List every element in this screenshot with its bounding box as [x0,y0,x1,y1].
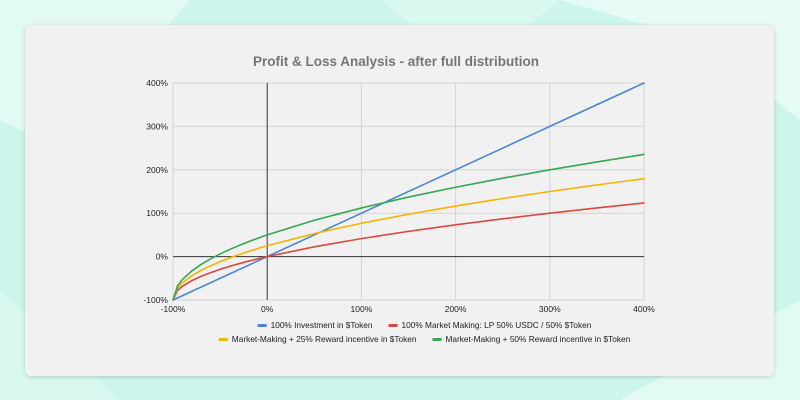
x-tick-label: 300% [539,304,561,314]
gridlines [172,82,645,301]
legend-swatch [388,324,398,327]
axes [173,83,644,300]
legend-label: 100% Investment in $Token [271,320,373,330]
y-tick-label: 0% [156,252,169,262]
legend-item-1: 100% Investment in $Token [257,320,373,330]
x-tick-label: 200% [445,304,467,314]
chart-title: Profit & Loss Analysis - after full dist… [253,54,539,69]
legend-label: 100% Market Making: LP 50% USDC / 50% $T… [402,320,592,330]
x-tick-label: 0% [261,304,274,314]
y-tick-label: 100% [146,208,168,218]
legend-item-4: Market-Making + 50% Reward incentive in … [432,334,631,344]
series-line-3 [172,177,645,301]
legend-swatch [432,338,442,341]
y-tick-label: 400% [146,78,168,88]
x-tick-label: 400% [633,304,655,314]
legend-label: Market-Making + 50% Reward incentive in … [446,334,631,344]
x-tick-label: 100% [351,304,373,314]
y-tick-label: -100% [143,295,168,305]
x-tick-labels: -100% 0% 100% 200% 300% 400% [161,304,656,314]
series-line-1 [172,82,645,301]
legend-label: Market-Making + 25% Reward incentive in … [232,334,417,344]
y-tick-label: 200% [146,165,168,175]
legend-swatch [218,338,228,341]
series-line-2 [172,202,645,301]
legend-item-3: Market-Making + 25% Reward incentive in … [218,334,417,344]
x-tick-label: -100% [161,304,186,314]
series-line-4 [172,153,645,301]
legend: 100% Investment in $Token 100% Market Mak… [218,320,631,344]
y-tick-label: 300% [146,121,168,131]
legend-item-2: 100% Market Making: LP 50% USDC / 50% $T… [388,320,592,330]
series-lines [172,82,645,301]
y-tick-labels: -100% 0% 100% 200% 300% 400% [143,78,168,305]
legend-swatch [257,324,267,327]
